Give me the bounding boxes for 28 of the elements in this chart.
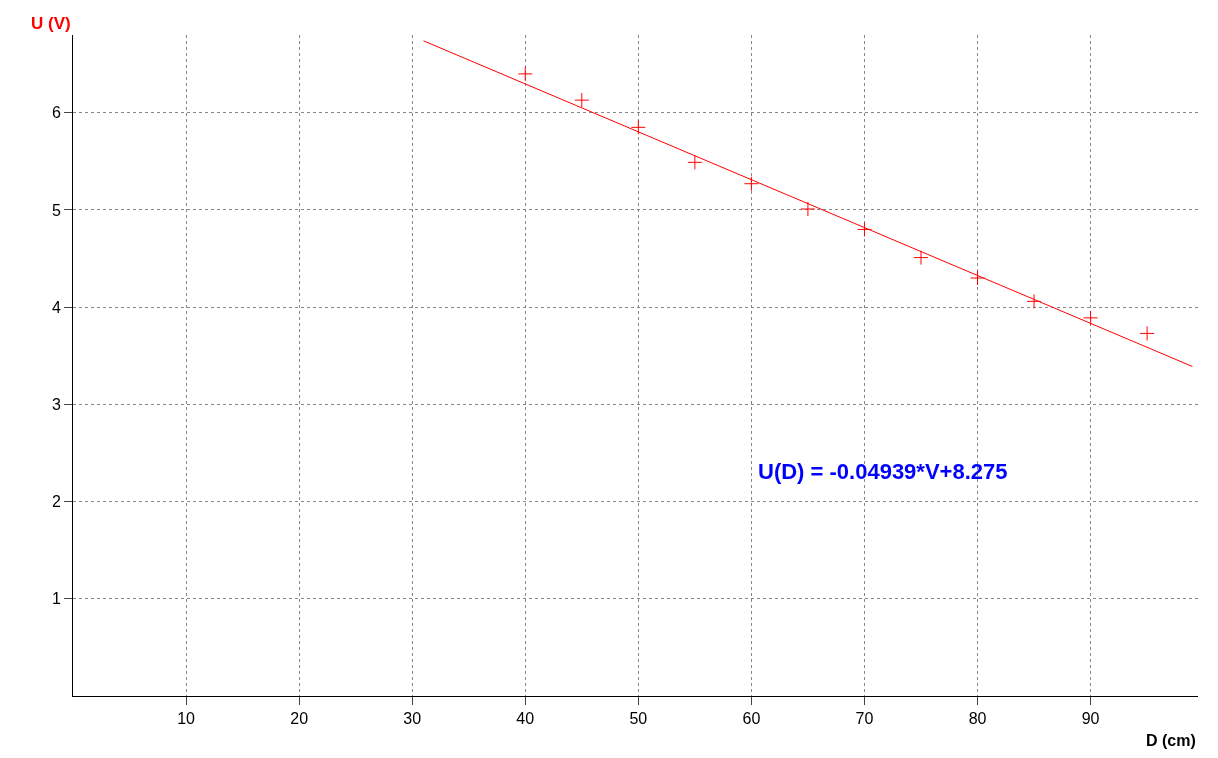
y-tick-label: 6: [51, 104, 61, 122]
x-tick-label: 60: [742, 710, 761, 728]
y-tick-label: 2: [51, 493, 61, 511]
x-tick-label: 80: [968, 710, 987, 728]
point: [517, 66, 533, 82]
y-tick-label: 5: [51, 201, 61, 219]
x-tick-label: 30: [403, 710, 422, 728]
y-tick-label: 1: [51, 590, 61, 608]
point: [913, 250, 929, 266]
x-axis-title: D (cm): [1146, 732, 1196, 749]
y-axis-title: U (V): [31, 14, 71, 33]
annotation: U(D) = -0.04939*V+8.275: [758, 459, 1008, 484]
point: [743, 176, 759, 192]
x-tick-label: 20: [290, 710, 309, 728]
point: [970, 270, 986, 286]
x-tick-label: 50: [629, 710, 648, 728]
x-tick-label: 40: [516, 710, 535, 728]
y-tick-label: 4: [51, 298, 61, 316]
y-tick-label: 3: [51, 395, 61, 413]
point: [800, 201, 816, 217]
x-tick-label: 10: [177, 710, 196, 728]
point: [630, 119, 646, 135]
point: [687, 154, 703, 170]
point: [574, 92, 590, 108]
x-tick-label: 70: [855, 710, 874, 728]
x-tick-label: 90: [1081, 710, 1100, 728]
point: [1139, 325, 1155, 341]
point: [1083, 310, 1099, 326]
